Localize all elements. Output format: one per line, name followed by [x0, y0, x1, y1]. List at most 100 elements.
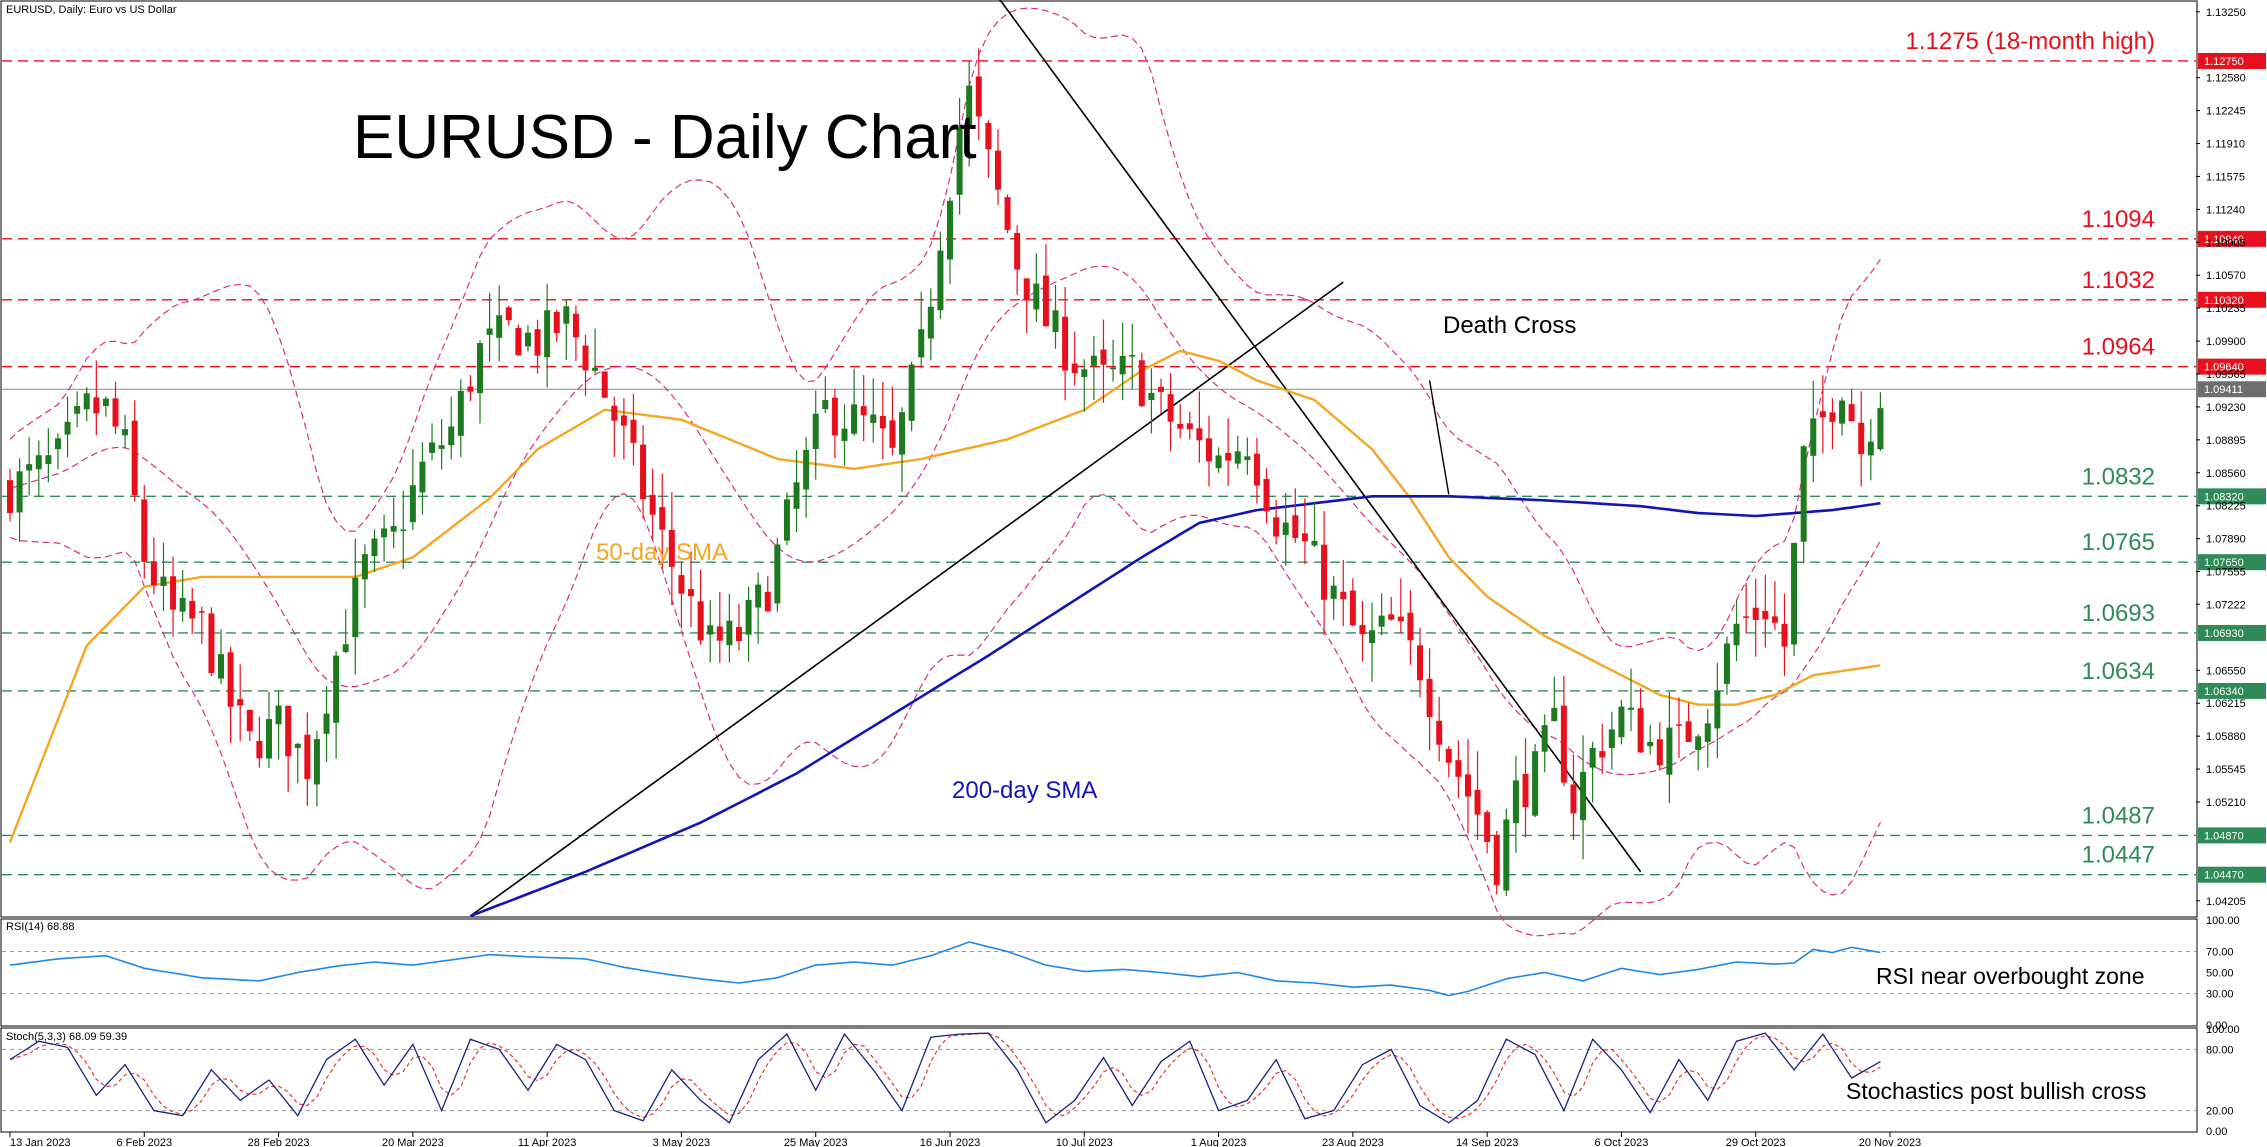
candle-body — [1388, 614, 1395, 620]
x-tick-label: 25 May 2023 — [784, 1137, 848, 1147]
level-label: 1.0765 — [2082, 529, 2155, 556]
candle-body — [112, 398, 119, 427]
candle-body — [755, 584, 762, 608]
level-axis-tag — [2198, 230, 2266, 247]
candle-body — [313, 739, 320, 785]
candle-body — [45, 455, 52, 464]
level-axis-tag-text: 1.12750 — [2204, 56, 2244, 68]
candle-body — [170, 576, 177, 610]
candle-body — [985, 122, 992, 150]
candle-body — [1570, 784, 1577, 814]
candle-body — [246, 709, 253, 732]
candle-body — [1733, 623, 1740, 646]
candle-body — [1532, 751, 1539, 816]
y-tick-label: 1.11575 — [2206, 171, 2245, 183]
candle-body — [1244, 456, 1251, 461]
level-axis-tag-text: 1.10320 — [2204, 295, 2244, 307]
candle-body — [496, 315, 503, 338]
candle-body — [582, 345, 589, 371]
y-tick-label: 1.06215 — [2206, 698, 2246, 710]
candle-body — [1656, 739, 1663, 766]
stoch-tick-label: 20.00 — [2206, 1106, 2234, 1118]
rsi-tick-label: 70.00 — [2206, 947, 2234, 959]
y-tick-label: 1.12245 — [2206, 106, 2246, 118]
candle-body — [1455, 760, 1462, 777]
sma200-label: 200-day SMA — [952, 777, 1097, 804]
candle-body — [659, 507, 666, 530]
candle-body — [668, 529, 675, 567]
level-axis-tag-text: 1.07650 — [2204, 557, 2244, 569]
candle-body — [1359, 625, 1366, 635]
candle-body — [1407, 612, 1414, 641]
y-tick-label: 1.08895 — [2206, 435, 2246, 447]
candle-body — [1464, 774, 1471, 797]
candle-body — [1177, 423, 1184, 429]
candle-body — [764, 591, 771, 612]
candle-body — [1119, 355, 1126, 375]
candle-body — [438, 445, 445, 449]
candle-body — [304, 734, 311, 779]
candle-body — [1301, 533, 1308, 542]
candle-body — [640, 444, 647, 500]
candle-body — [342, 644, 349, 652]
candle-body — [1752, 607, 1759, 620]
candle-body — [1253, 453, 1260, 486]
candle-body — [361, 554, 368, 580]
candle-body — [1340, 591, 1347, 600]
candle-body — [1349, 590, 1356, 626]
bollinger-middle — [9, 265, 1881, 776]
candle-body — [1781, 623, 1788, 647]
candle-body — [793, 482, 800, 509]
x-tick-label: 6 Feb 2023 — [116, 1137, 172, 1147]
price-levels: 1.1275 (18-month high) 1.12750 1.1094 1.109… — [2, 28, 2266, 883]
stoch-tick-label: 0.00 — [2206, 1126, 2227, 1138]
level-axis-tag — [2198, 866, 2266, 883]
chart-title: EURUSD - Daily Chart — [353, 103, 977, 172]
candle-body — [1675, 724, 1682, 726]
candle-body — [1762, 610, 1769, 620]
candle-body — [1417, 645, 1423, 681]
candle-body — [1282, 522, 1289, 536]
candle-body — [1771, 616, 1778, 623]
level-axis-tag-text: 1.06930 — [2204, 628, 2244, 640]
y-tick-label: 1.10235 — [2206, 303, 2246, 315]
candle-body — [1042, 275, 1049, 327]
candle-body — [1110, 367, 1117, 370]
candle-body — [1436, 720, 1443, 745]
level-axis-tag — [2198, 291, 2266, 308]
candle-body — [419, 461, 426, 493]
level-axis-tag — [2198, 682, 2266, 699]
candle-body — [505, 307, 512, 321]
rsi-line — [9, 941, 1881, 997]
candle-body — [678, 575, 685, 594]
level-axis-tag — [2198, 488, 2266, 505]
candle-body — [1445, 748, 1452, 763]
candle-body — [1791, 542, 1798, 645]
candle-body — [294, 743, 301, 748]
candle-body — [524, 332, 531, 347]
y-tick-label: 1.08560 — [2206, 468, 2246, 480]
candle-body — [429, 442, 436, 453]
level-axis-tag — [2198, 624, 2266, 641]
candle-body — [1484, 812, 1491, 843]
candle-body — [1829, 412, 1836, 422]
candle-body — [1599, 751, 1606, 758]
candle-body — [1493, 835, 1500, 886]
trend-lines — [469, 0, 1642, 917]
level-label: 1.0447 — [2082, 842, 2155, 869]
y-tick-label: 1.07890 — [2206, 534, 2246, 546]
candle-body — [822, 399, 829, 410]
time-axis: 13 Jan 2023 6 Feb 2023 28 Feb 2023 20 Mar 2… — [9, 1132, 1921, 1147]
x-tick-label: 11 Apr 2023 — [518, 1137, 577, 1147]
candle-body — [1426, 678, 1433, 718]
candle-body — [783, 499, 790, 541]
candle-body — [774, 544, 781, 604]
candle-body — [1637, 708, 1644, 753]
candle-body — [1704, 723, 1711, 742]
moving-averages — [8, 349, 1881, 918]
candle-body — [486, 328, 493, 335]
candle-body — [966, 85, 973, 129]
candle-body — [1263, 478, 1270, 512]
level-label: 1.1275 (18-month high) — [1906, 28, 2156, 55]
candle-body — [918, 329, 925, 358]
